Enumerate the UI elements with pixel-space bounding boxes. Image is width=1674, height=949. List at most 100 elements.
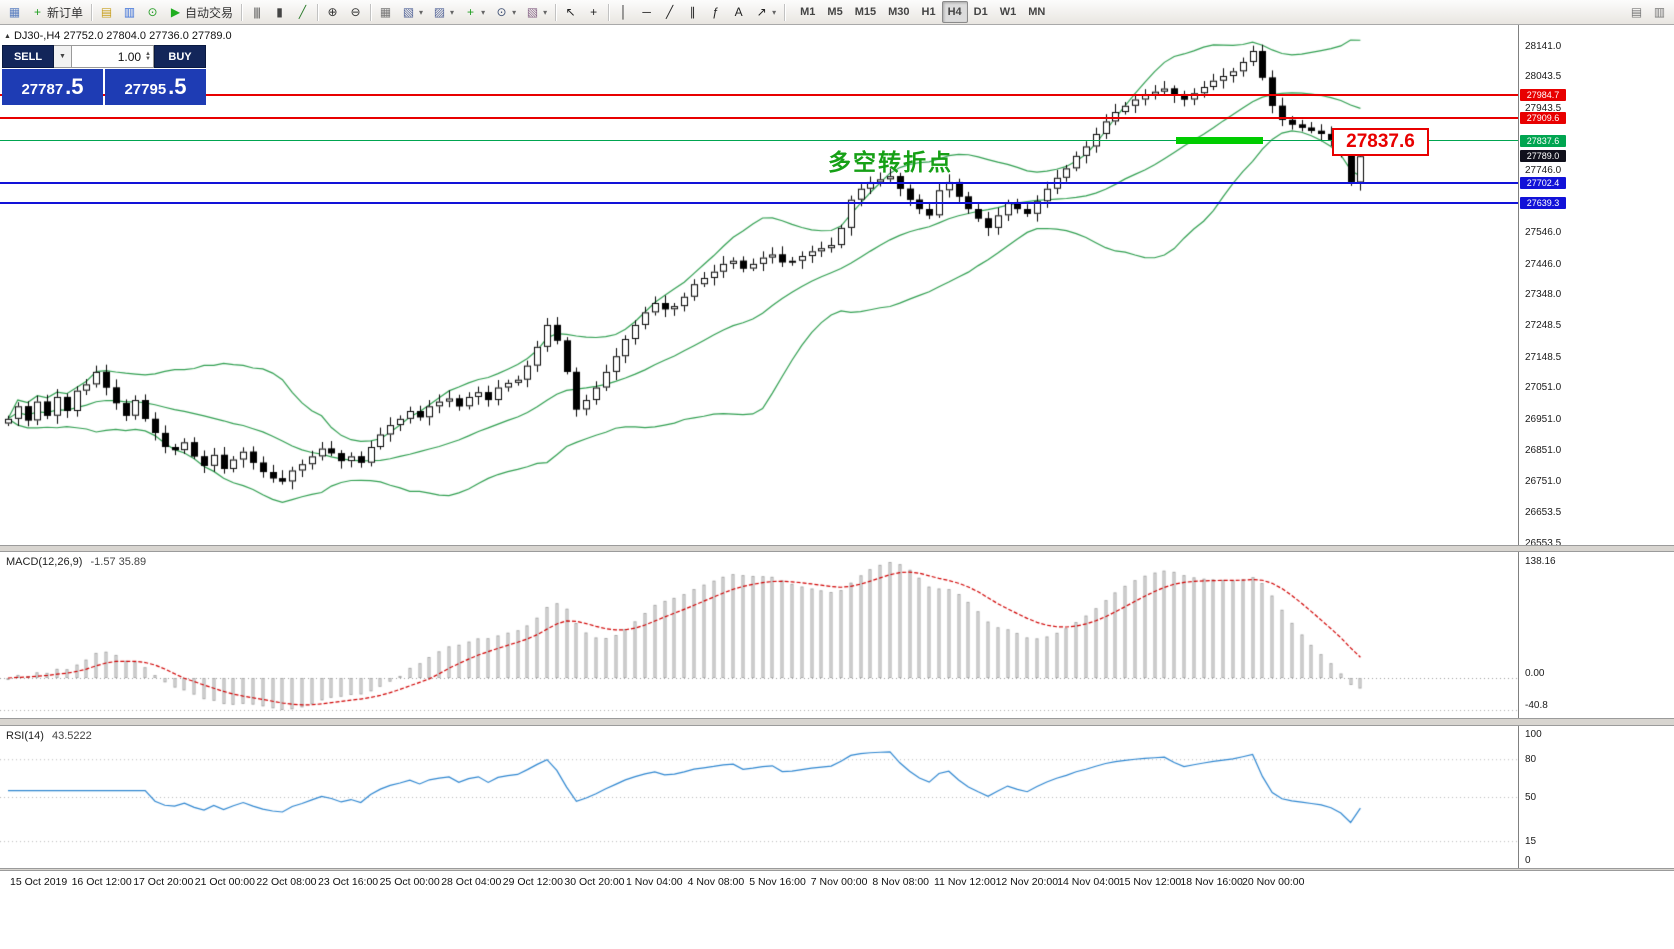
time-axis-label: 15 Nov 12:00 — [1118, 876, 1182, 888]
data-window-icon[interactable]: ▥ — [118, 1, 141, 23]
profiles-icon[interactable]: ▨ ▾ — [428, 1, 459, 23]
price-axis-label: 27546.0 — [1525, 227, 1562, 239]
candlestick-chart-icon[interactable]: ▮ — [268, 1, 291, 23]
arrows-icon[interactable]: ↗ ▾ — [750, 1, 781, 23]
trade-panel-prices: 27787 .5 27795 .5 — [2, 69, 206, 105]
timeframe-mn-button[interactable]: MN — [1028, 6, 1046, 18]
tile-windows-icon[interactable]: ▦ — [374, 1, 397, 23]
panel-splitter[interactable] — [0, 718, 1674, 726]
main-toolbar: ▦ + 新订单 ▤ ▥ ⊙ ▶ 自动交易 ||| ▮ ╱ ⊕ ⊖ ▦ ▧ ▾ ▨ ▾ + ▾ ⊙ ▾ ▧ ▾ ↖ + │ ─ ╱ ∥ ƒ A ↗… — [0, 0, 1674, 25]
options-button[interactable]: ▥ — [1648, 1, 1671, 23]
time-axis-label: 18 Nov 16:00 — [1180, 876, 1243, 888]
rsi-name: RSI(14) — [6, 730, 44, 742]
terminal-icon[interactable]: ▦ — [3, 1, 26, 23]
indicators-icon: + — [467, 5, 475, 19]
macd-canvas[interactable] — [0, 552, 1518, 718]
price-hline[interactable] — [0, 93, 1518, 96]
macd-scale-label: -40.8 — [1525, 700, 1548, 711]
arrange-windows-icon: ▤ — [1630, 5, 1643, 19]
trendline-icon[interactable]: ╱ — [658, 1, 681, 23]
timeframe-m5-button[interactable]: M5 — [827, 6, 843, 18]
periods-icon[interactable]: ⊙ ▾ — [490, 1, 521, 23]
stepper-up-icon[interactable]: ▲ — [145, 50, 151, 57]
dropdown-caret-icon: ▾ — [543, 7, 548, 17]
chart-marker-icon: ▲ — [4, 32, 11, 40]
channel-icon[interactable]: ∥ — [681, 1, 704, 23]
channel-icon: ∥ — [689, 5, 696, 19]
toolbar-separator — [608, 3, 610, 21]
toolbar-button-group: ▦ + 新订单 ▤ ▥ ⊙ ▶ 自动交易 ||| ▮ ╱ ⊕ ⊖ ▦ ▧ ▾ ▨ ▾ + ▾ ⊙ ▾ ▧ ▾ ↖ + │ ─ ╱ ∥ ƒ A ↗… — [3, 1, 788, 23]
price-hline[interactable] — [0, 117, 1518, 120]
horizontal-line-icon[interactable]: ─ — [635, 1, 658, 23]
rsi-scale-label: 0 — [1525, 855, 1531, 866]
templates-icon[interactable]: ▧ ▾ — [521, 1, 552, 23]
timeframe-d1-button[interactable]: D1 — [973, 6, 988, 18]
autotrading-button[interactable]: ▶ 自动交易 — [164, 1, 238, 23]
crosshair-icon[interactable]: + — [582, 1, 605, 23]
arrange-windows-button[interactable]: ▤ — [1625, 1, 1648, 23]
symbol-header-text: DJ30-,H4 27752.0 27804.0 27736.0 27789.0 — [13, 30, 232, 42]
marketwatch-icon: ▤ — [100, 5, 113, 19]
dropdown-caret-icon: ▾ — [481, 7, 486, 17]
price-callout-box[interactable]: 27837.6 — [1332, 127, 1429, 156]
price-level-badge: 27639.3 — [1520, 197, 1566, 210]
sell-button[interactable]: SELL — [2, 45, 54, 68]
indicators-icon[interactable]: + ▾ — [459, 1, 490, 23]
price-hline[interactable] — [0, 140, 1518, 142]
lot-size-input[interactable]: 1.00 ▲ ▼ — [72, 45, 154, 68]
time-axis[interactable]: 15 Oct 2019 16 Oct 12:00 17 Oct 20:00 21 Oc… — [0, 871, 1674, 949]
price-hline[interactable] — [0, 202, 1518, 205]
line-chart-icon[interactable]: ╱ — [291, 1, 314, 23]
toolbar-separator — [317, 3, 319, 21]
dropdown-caret-icon: ▾ — [772, 7, 777, 17]
one-click-trading-panel: SELL ▼ 1.00 ▲ ▼ BUY 27787 .5 27795 .5 — [2, 45, 206, 105]
main-chart-area[interactable]: 多空转折点 27837.6 — [0, 25, 1518, 545]
timeframe-w1-button[interactable]: W1 — [999, 6, 1017, 18]
lot-dropdown-button[interactable]: ▼ — [54, 45, 72, 68]
turning-point-annotation[interactable]: 多空转折点 — [828, 149, 953, 175]
sell-price-button[interactable]: 27787 .5 — [2, 69, 103, 105]
price-hline[interactable] — [0, 182, 1518, 185]
new-order-button[interactable]: + 新订单 — [26, 1, 88, 23]
zoom-in-icon[interactable]: ⊕ — [321, 1, 344, 23]
buy-button[interactable]: BUY — [154, 45, 206, 68]
vertical-line-icon: │ — [619, 5, 628, 19]
bar-chart-icon[interactable]: ||| — [245, 1, 268, 23]
buy-price-button[interactable]: 27795 .5 — [105, 69, 206, 105]
cursor-icon[interactable]: ↖ — [559, 1, 582, 23]
fibonacci-icon: ƒ — [712, 5, 719, 19]
time-axis-label: 15 Oct 2019 — [10, 876, 68, 888]
highlight-segment[interactable] — [1176, 136, 1263, 144]
toolbar-separator — [555, 3, 557, 21]
symbol-header: ▲ DJ30-,H4 27752.0 27804.0 27736.0 27789… — [4, 30, 232, 42]
price-axis-label: 26751.0 — [1525, 476, 1562, 488]
panel-splitter[interactable] — [0, 545, 1674, 552]
time-axis-label: 21 Oct 00:00 — [194, 876, 255, 888]
navigator-icon[interactable]: ⊙ — [141, 1, 164, 23]
stepper-down-icon[interactable]: ▼ — [145, 55, 151, 62]
timeframe-m30-button[interactable]: M30 — [888, 6, 910, 18]
data-window-icon: ▥ — [123, 5, 136, 19]
candlestick-chart-icon: ▮ — [276, 5, 283, 19]
timeframe-m1-button[interactable]: M1 — [800, 6, 816, 18]
price-axis[interactable]: 138.16 0.00 -40.8 28141.0 28043.5 27943.5 2… — [1518, 25, 1674, 870]
marketwatch-icon[interactable]: ▤ — [95, 1, 118, 23]
autotrading-play-icon: ▶ — [170, 5, 181, 19]
text-icon[interactable]: A — [727, 1, 750, 23]
panel-splitter[interactable] — [0, 868, 1674, 871]
autotrading-button-label: 自动交易 — [185, 5, 234, 20]
timeframe-m15-button[interactable]: M15 — [854, 6, 877, 18]
vertical-line-icon[interactable]: │ — [612, 1, 635, 23]
rsi-canvas[interactable] — [0, 726, 1518, 868]
timeframe-h1-button[interactable]: H1 — [921, 6, 936, 18]
price-axis-label: 26851.0 — [1525, 444, 1562, 456]
timeframe-h4-button[interactable]: H4 — [941, 1, 968, 23]
new-chart-icon[interactable]: ▧ ▾ — [397, 1, 428, 23]
zoom-out-icon: ⊖ — [350, 5, 361, 19]
zoom-out-icon[interactable]: ⊖ — [344, 1, 367, 23]
time-axis-label: 11 Nov 12:00 — [934, 876, 996, 888]
new-chart-icon: ▧ — [402, 5, 415, 19]
price-chart-canvas[interactable] — [0, 25, 1518, 545]
fibonacci-icon[interactable]: ƒ — [704, 1, 727, 23]
lot-stepper[interactable]: ▲ ▼ — [145, 50, 151, 62]
